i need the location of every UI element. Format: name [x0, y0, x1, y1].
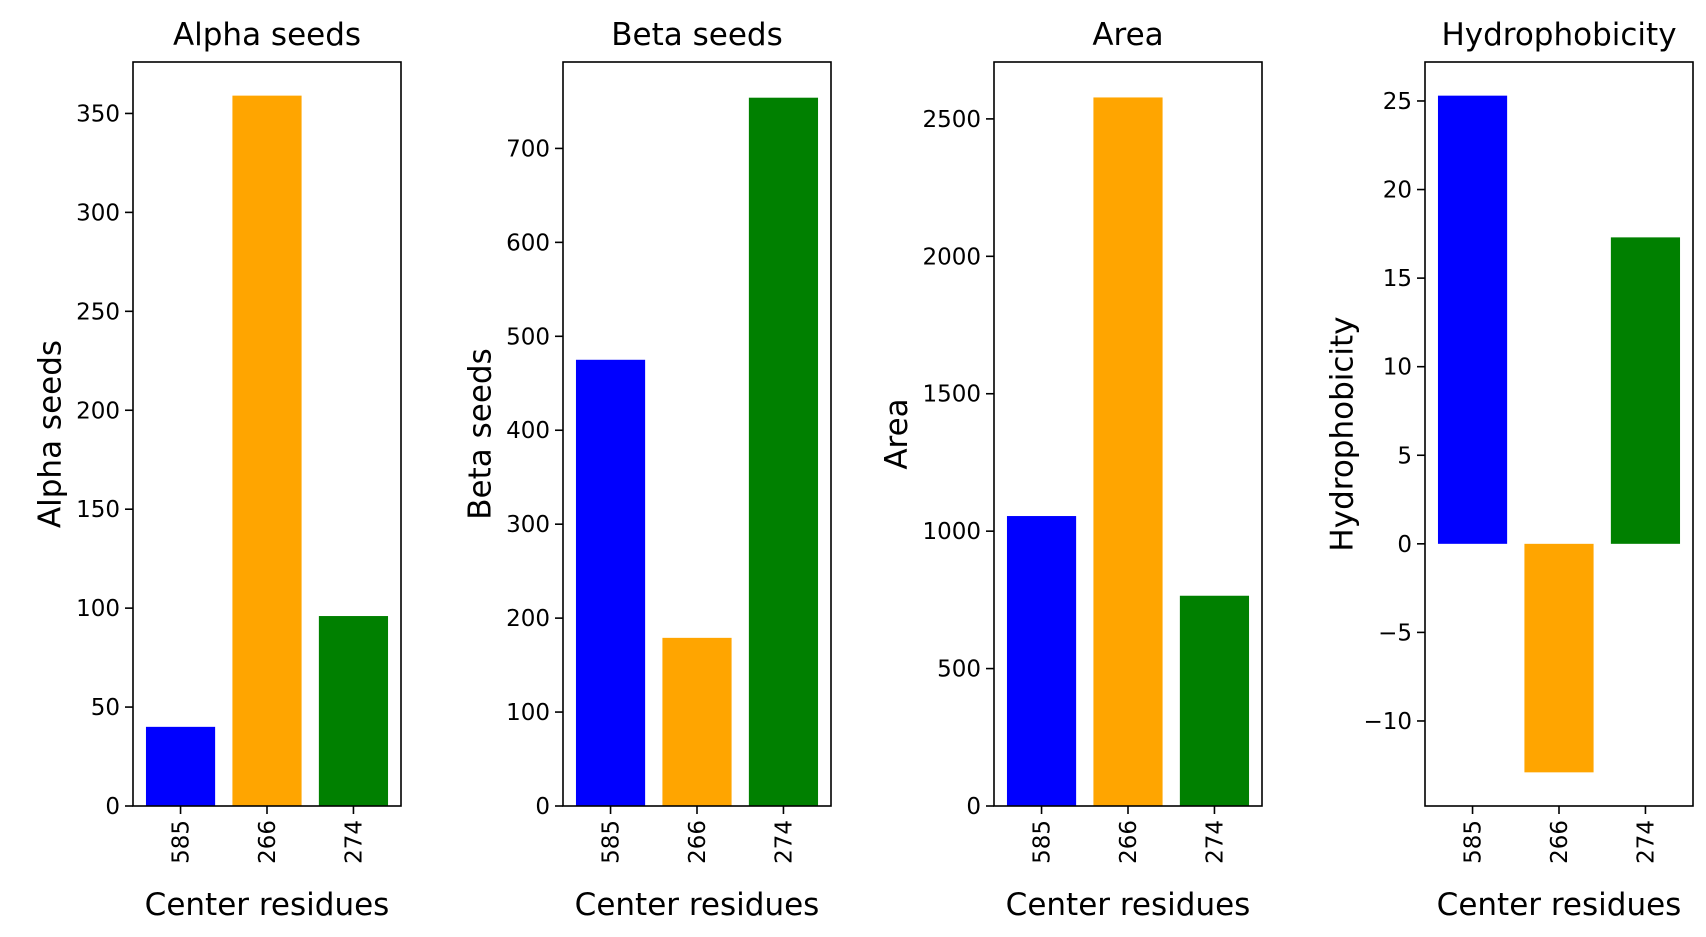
- y-tick-label: 500: [506, 324, 550, 350]
- x-tick-label: 266: [1547, 820, 1573, 864]
- bar-266: [1093, 97, 1163, 806]
- x-axis-label: Center residues: [1437, 887, 1682, 923]
- subplot-3: 0 500 1000 1500 2000 2500 585 266 274 Area Center …: [879, 17, 1263, 923]
- x-tick-label: 585: [1030, 820, 1056, 864]
- y-axis-label: Alpha seeds: [33, 340, 69, 528]
- x-tick-label: 266: [685, 820, 711, 864]
- x-tick-label: 585: [599, 820, 625, 864]
- x-tick-label: 585: [169, 820, 195, 864]
- x-tick-label: 266: [255, 820, 281, 864]
- y-tick-label: 5: [1397, 443, 1412, 469]
- x-axis-label: Center residues: [145, 887, 390, 923]
- y-axis-label: Area: [879, 398, 915, 469]
- bar-274: [1610, 237, 1681, 544]
- x-tick-label: 274: [771, 820, 797, 864]
- y-axis-label: Hydrophobicity: [1325, 316, 1361, 551]
- x-tick-label: 266: [1116, 820, 1142, 864]
- y-tick-label: −5: [1378, 620, 1412, 646]
- bar-274: [318, 616, 389, 806]
- y-tick-label: −10: [1363, 709, 1412, 735]
- subplot-title: Beta seeds: [611, 17, 782, 53]
- y-tick-label: 2000: [922, 244, 981, 270]
- y-tick-label: 200: [76, 398, 120, 424]
- x-tick-label: 274: [1202, 820, 1228, 864]
- bar-585: [575, 359, 646, 806]
- y-tick-label: 350: [76, 101, 120, 127]
- y-tick-label: 700: [506, 136, 550, 162]
- bar-585: [145, 726, 216, 806]
- subplot-4: −10 −5 0 5 10 15 20 25 585 266 274 Hydrophobicity Ce…: [1325, 17, 1694, 923]
- y-tick-label: 0: [535, 794, 550, 820]
- y-tick-label: 600: [506, 230, 550, 256]
- subplot-1: 0 50 100 150 200 250 300 350 585 266 274 Alpha seed…: [33, 17, 402, 923]
- y-tick-label: 10: [1383, 355, 1412, 381]
- y-tick-label: 300: [506, 512, 550, 538]
- subplot-title: Area: [1092, 17, 1163, 53]
- x-axis-label: Center residues: [1006, 887, 1251, 923]
- y-tick-label: 250: [76, 299, 120, 325]
- subplot-title: Hydrophobicity: [1441, 17, 1676, 53]
- y-tick-label: 2500: [922, 107, 981, 133]
- y-tick-label: 1000: [922, 519, 981, 545]
- y-tick-label: 0: [1397, 532, 1412, 558]
- x-tick-label: 274: [341, 820, 367, 864]
- y-tick-label: 1500: [922, 382, 981, 408]
- y-tick-label: 200: [506, 606, 550, 632]
- x-tick-label: 585: [1461, 820, 1487, 864]
- y-axis-label: Beta seeds: [463, 348, 499, 519]
- bar-585: [1437, 95, 1508, 544]
- y-tick-label: 15: [1383, 266, 1412, 292]
- bar-266: [1524, 543, 1594, 773]
- y-tick-label: 100: [506, 700, 550, 726]
- subplot-title: Alpha seeds: [173, 17, 361, 53]
- y-tick-label: 100: [76, 596, 120, 622]
- y-tick-label: 300: [76, 200, 120, 226]
- x-axis-label: Center residues: [575, 887, 820, 923]
- y-tick-label: 50: [91, 695, 120, 721]
- bar-274: [1179, 595, 1250, 806]
- y-tick-label: 0: [105, 794, 120, 820]
- y-tick-label: 25: [1383, 89, 1412, 115]
- y-tick-label: 400: [506, 418, 550, 444]
- y-tick-label: 20: [1383, 178, 1412, 204]
- x-tick-label: 274: [1633, 820, 1659, 864]
- subplot-2: 0 100 200 300 400 500 600 700 585 266 274 Beta seed…: [463, 17, 832, 923]
- y-tick-label: 0: [966, 794, 981, 820]
- y-tick-label: 500: [937, 657, 981, 683]
- y-tick-label: 150: [76, 497, 120, 523]
- bar-266: [232, 95, 302, 806]
- bar-274: [748, 97, 819, 807]
- bar-266: [662, 637, 732, 806]
- bar-585: [1006, 516, 1077, 806]
